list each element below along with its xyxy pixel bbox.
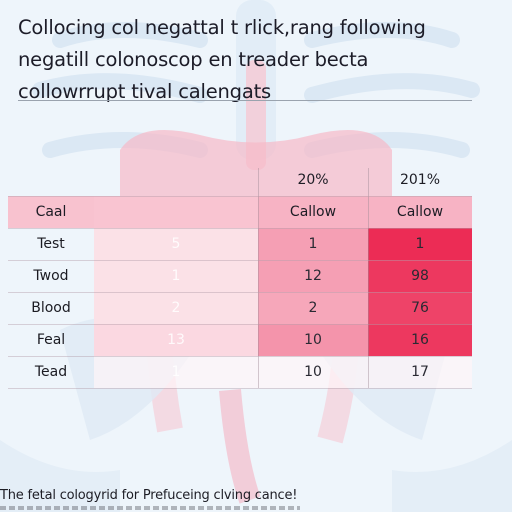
title-line-1: Collocing col negattal t rlick,rang foll… (18, 16, 426, 39)
heat-cell: 2 (94, 292, 258, 324)
grid-line-horizontal (8, 388, 472, 389)
title-line-3: collowrrupt tival calengats (18, 80, 271, 103)
table-row: Blood 2 2 76 (8, 292, 472, 324)
table-row: Tead 1 10 17 (8, 356, 472, 388)
row-label: Twod (33, 268, 69, 284)
grid-line-horizontal (8, 324, 472, 325)
grid-line-horizontal (8, 356, 472, 357)
grid-line-horizontal (8, 260, 472, 261)
column-group-header: 201% (399, 172, 441, 188)
grid-line-vertical (258, 168, 259, 388)
column-header: Caal (8, 196, 94, 228)
footer-blurred-text (0, 506, 300, 510)
row-label: Test (37, 236, 65, 252)
heat-cell: 1 (258, 228, 368, 260)
column-header (94, 196, 258, 228)
grid-line-horizontal (8, 196, 472, 197)
heat-cell: 1 (94, 356, 258, 388)
grid-line-vertical (368, 168, 369, 388)
row-label: Blood (31, 300, 71, 316)
heat-cell: 10 (258, 324, 368, 356)
table-row: Feal 13 10 16 (8, 324, 472, 356)
grid-line-horizontal (8, 292, 472, 293)
column-header: Callow (368, 196, 472, 228)
heat-cell: 1 (94, 260, 258, 292)
heat-cell: 17 (368, 356, 472, 388)
heat-cell: 12 (258, 260, 368, 292)
heat-cell: 98 (368, 260, 472, 292)
title-line-2: negatill colonoscop en treader becta (18, 48, 369, 71)
heat-cell: 1 (368, 228, 472, 260)
heat-cell: 16 (368, 324, 472, 356)
row-label: Tead (34, 364, 68, 380)
heat-cell: 10 (258, 356, 368, 388)
table-row: Test 5 1 1 (8, 228, 472, 260)
table-row: Twod 1 12 98 (8, 260, 472, 292)
heat-cell: 13 (94, 324, 258, 356)
heat-cell: 2 (258, 292, 368, 324)
title-divider (18, 100, 472, 101)
column-header: Callow (258, 196, 368, 228)
footer-caption: The fetal cologyrid for Prefuceing clvin… (0, 488, 298, 503)
column-group-header: 20% (297, 172, 329, 188)
heat-cell: 5 (94, 228, 258, 260)
heat-cell: 76 (368, 292, 472, 324)
column-group-headers: 20% 201% (8, 168, 472, 194)
chart-title: Collocing col negattal t rlick,rang foll… (18, 12, 478, 108)
row-label: Feal (36, 332, 66, 348)
table-header-row: Caal Callow Callow (8, 196, 472, 228)
grid-line-horizontal (8, 228, 472, 229)
